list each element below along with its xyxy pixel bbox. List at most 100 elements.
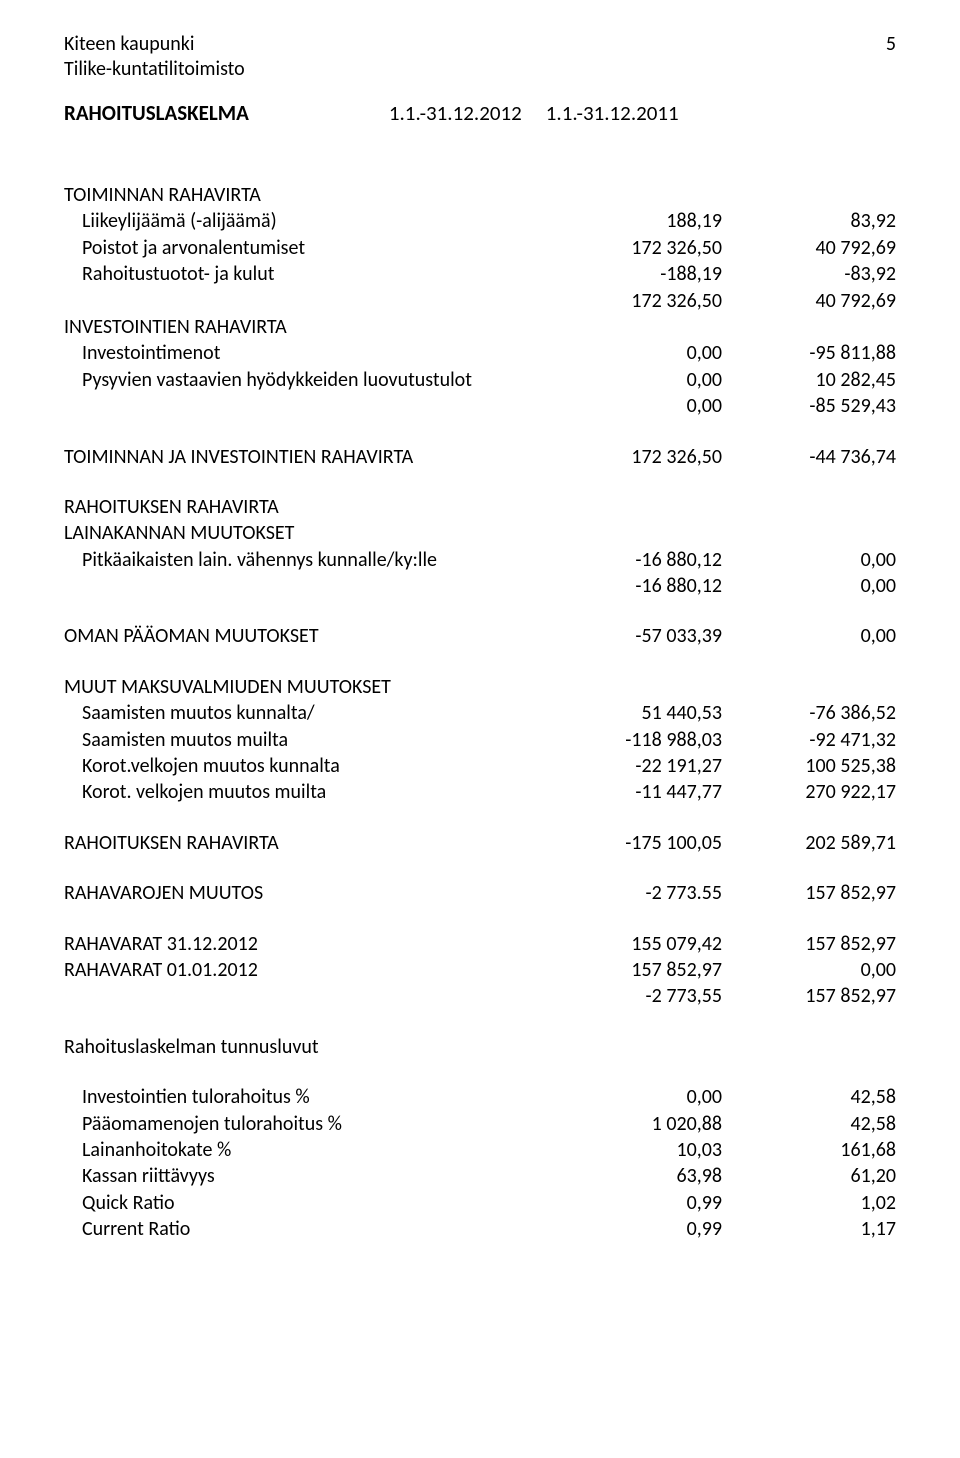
table-row: Pitkäaikaisten lain. vähennys kunnalle/k… [64, 547, 896, 573]
row-value-2: 157 852,97 [746, 931, 896, 957]
row-label: Quick Ratio [64, 1190, 572, 1216]
row-value-2: 61,20 [746, 1163, 896, 1189]
row-value-2: 157 852,97 [746, 983, 896, 1009]
period-2: 1.1.-31.12.2011 [546, 100, 679, 126]
row-label: Pitkäaikaisten lain. vähennys kunnalle/k… [64, 547, 572, 573]
row-label: RAHAVAROJEN MUUTOS [64, 880, 572, 906]
table-row: RAHAVARAT 01.01.2012 157 852,97 0,00 [64, 957, 896, 983]
row-value-1: -22 191,27 [572, 753, 722, 779]
row-label: Lainanhoitokate % [64, 1137, 572, 1163]
row-value-1: -188,19 [572, 261, 722, 287]
table-row: Saamisten muutos muilta -118 988,03 -92 … [64, 727, 896, 753]
row-label: RAHAVARAT 31.12.2012 [64, 931, 572, 957]
row-value-1: 0,99 [572, 1216, 722, 1242]
row-label: Liikeylijäämä (-alijäämä) [64, 208, 572, 234]
table-row: Quick Ratio 0,99 1,02 [64, 1190, 896, 1216]
lainakannan-title: LAINAKANNAN MUUTOKSET [64, 520, 896, 546]
table-row: Saamisten muutos kunnalta/ 51 440,53 -76… [64, 700, 896, 726]
row-value-1: 188,19 [572, 208, 722, 234]
table-row: Lainanhoitokate % 10,03 161,68 [64, 1137, 896, 1163]
table-row: Investointimenot 0,00 -95 811,88 [64, 340, 896, 366]
table-row: TOIMINNAN JA INVESTOINTIEN RAHAVIRTA 172… [64, 444, 896, 470]
row-value-2: -85 529,43 [746, 393, 896, 419]
subtotal-row: -2 773,55 157 852,97 [64, 983, 896, 1009]
table-row: Korot. velkojen muutos muilta -11 447,77… [64, 779, 896, 805]
row-value-2: -76 386,52 [746, 700, 896, 726]
row-label: Saamisten muutos muilta [64, 727, 572, 753]
table-row: Liikeylijäämä (-alijäämä) 188,19 83,92 [64, 208, 896, 234]
row-value-1: 157 852,97 [572, 957, 722, 983]
row-value-2: -95 811,88 [746, 340, 896, 366]
row-label: OMAN PÄÄOMAN MUUTOKSET [64, 623, 572, 649]
investointien-title: INVESTOINTIEN RAHAVIRTA [64, 314, 896, 340]
row-value-2: 270 922,17 [746, 779, 896, 805]
section-title: Rahoituslaskelman tunnusluvut [64, 1034, 896, 1060]
row-value-2: 0,00 [746, 573, 896, 599]
row-value-2: 40 792,69 [746, 235, 896, 261]
row-value-1: 155 079,42 [572, 931, 722, 957]
row-value-2: 0,00 [746, 957, 896, 983]
row-value-1: -16 880,12 [572, 573, 722, 599]
row-value-2: -44 736,74 [746, 444, 896, 470]
row-value-1: -57 033,39 [572, 623, 722, 649]
financial-table: TOIMINNAN RAHAVIRTA Liikeylijäämä (-alij… [64, 158, 896, 1243]
tunnusluvut-title: Rahoituslaskelman tunnusluvut [64, 1034, 896, 1060]
row-value-1: 1 020,88 [572, 1111, 722, 1137]
table-row: Investointien tulorahoitus % 0,00 42,58 [64, 1084, 896, 1110]
row-value-1: -16 880,12 [572, 547, 722, 573]
row-value-2: 0,00 [746, 547, 896, 573]
row-value-2: 161,68 [746, 1137, 896, 1163]
title-row: RAHOITUSLASKELMA 1.1.-31.12.2012 1.1.-31… [64, 100, 896, 126]
row-value-1: -2 773.55 [572, 880, 722, 906]
row-label: Korot.velkojen muutos kunnalta [64, 753, 572, 779]
row-value-2: 42,58 [746, 1084, 896, 1110]
section-title: RAHOITUKSEN RAHAVIRTA [64, 494, 896, 520]
row-value-2: -92 471,32 [746, 727, 896, 753]
subtotal-row: 0,00 -85 529,43 [64, 393, 896, 419]
row-value-2: 1,17 [746, 1216, 896, 1242]
row-label: Poistot ja arvonalentumiset [64, 235, 572, 261]
row-value-2: 202 589,71 [746, 830, 896, 856]
row-label: Investointien tulorahoitus % [64, 1084, 572, 1110]
org-line-2: Tilike-kuntatilitoimisto [64, 57, 245, 82]
table-row: OMAN PÄÄOMAN MUUTOKSET -57 033,39 0,00 [64, 623, 896, 649]
table-row: Pysyvien vastaavien hyödykkeiden luovutu… [64, 367, 896, 393]
row-value-2: 0,00 [746, 623, 896, 649]
row-label: Investointimenot [64, 340, 572, 366]
table-row: Rahoitustuotot- ja kulut -188,19 -83,92 [64, 261, 896, 287]
row-value-1: 0,00 [572, 393, 722, 419]
row-label: Saamisten muutos kunnalta/ [64, 700, 572, 726]
section-title: INVESTOINTIEN RAHAVIRTA [64, 314, 896, 340]
row-value-1: 172 326,50 [572, 235, 722, 261]
row-value-1: -118 988,03 [572, 727, 722, 753]
row-value-2: -83,92 [746, 261, 896, 287]
row-value-1: 172 326,50 [572, 288, 722, 314]
row-label: RAHAVARAT 01.01.2012 [64, 957, 572, 983]
page: Kiteen kaupunki Tilike-kuntatilitoimisto… [0, 0, 960, 1458]
row-label: TOIMINNAN JA INVESTOINTIEN RAHAVIRTA [64, 444, 572, 470]
row-value-1: 10,03 [572, 1137, 722, 1163]
row-label: Pääomamenojen tulorahoitus % [64, 1111, 572, 1137]
org-line-1: Kiteen kaupunki [64, 32, 245, 57]
row-label: RAHOITUKSEN RAHAVIRTA [64, 830, 572, 856]
row-value-2: 1,02 [746, 1190, 896, 1216]
table-row: Poistot ja arvonalentumiset 172 326,50 4… [64, 235, 896, 261]
section-title: TOIMINNAN RAHAVIRTA [64, 182, 896, 208]
table-row: Current Ratio 0,99 1,17 [64, 1216, 896, 1242]
row-value-1: 0,00 [572, 1084, 722, 1110]
header-left: Kiteen kaupunki Tilike-kuntatilitoimisto [64, 32, 245, 82]
row-label: Korot. velkojen muutos muilta [64, 779, 572, 805]
row-value-1: 0,99 [572, 1190, 722, 1216]
row-value-1: 63,98 [572, 1163, 722, 1189]
section-title: LAINAKANNAN MUUTOKSET [64, 520, 896, 546]
row-value-1: -175 100,05 [572, 830, 722, 856]
page-number: 5 [886, 32, 896, 56]
row-value-1: 51 440,53 [572, 700, 722, 726]
row-value-1: 172 326,50 [572, 444, 722, 470]
row-value-2: 40 792,69 [746, 288, 896, 314]
row-label: Current Ratio [64, 1216, 572, 1242]
row-label: Pysyvien vastaavien hyödykkeiden luovutu… [64, 367, 572, 393]
doc-title: RAHOITUSLASKELMA [64, 100, 249, 126]
muut-maksu-title: MUUT MAKSUVALMIUDEN MUUTOKSET [64, 674, 896, 700]
toiminnan-rahavirta-title: TOIMINNAN RAHAVIRTA [64, 182, 896, 208]
